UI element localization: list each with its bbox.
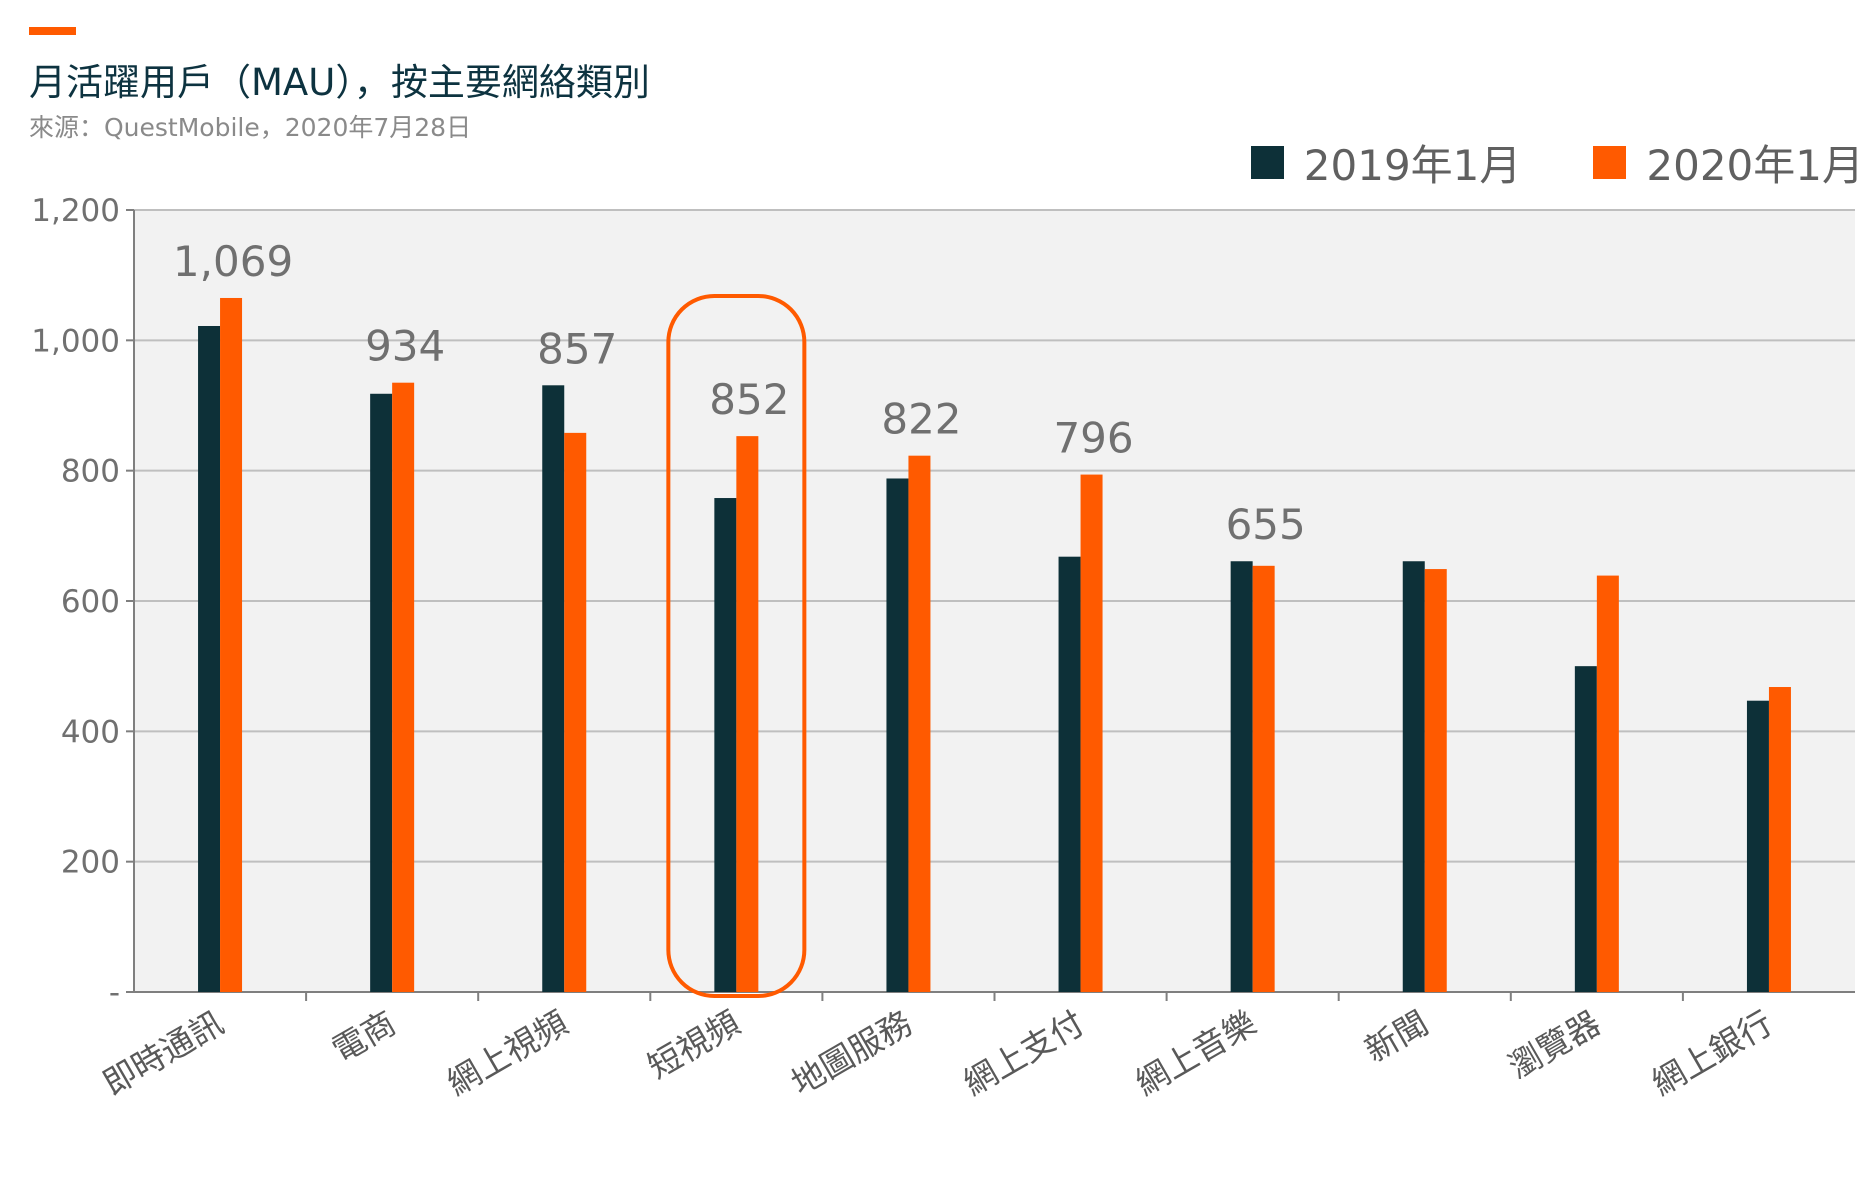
category-label: 即時通訊	[96, 1003, 230, 1103]
data-label: 822	[881, 395, 961, 444]
bar-2019	[542, 385, 565, 992]
bar-2020	[736, 436, 759, 993]
bar-2020	[908, 455, 931, 992]
bar-2019	[1574, 666, 1597, 992]
legend-label-2020: 2020年1月	[1646, 141, 1864, 190]
bar-2020	[1768, 687, 1791, 992]
bar-2020	[392, 382, 415, 993]
bar-2019	[714, 498, 737, 992]
y-tick-label: 600	[61, 584, 120, 620]
bar-2019	[370, 393, 393, 992]
category-label: 網上視頻	[440, 1003, 574, 1103]
data-label: 857	[537, 324, 617, 373]
bar-2020	[1252, 565, 1275, 992]
title-accent-bar	[29, 27, 76, 35]
bar-2019	[886, 478, 909, 992]
category-label: 新聞	[1358, 1003, 1435, 1070]
category-label: 網上銀行	[1645, 1003, 1779, 1103]
y-tick-label: 400	[61, 714, 120, 750]
y-tick-label: 1,000	[31, 323, 120, 359]
chart-source: 來源：QuestMobile，2020年7月28日	[29, 113, 472, 142]
bar-2020	[1596, 575, 1619, 992]
bar-2019	[198, 325, 221, 992]
category-label: 短視頻	[641, 1003, 746, 1086]
y-tick-label: -	[109, 975, 120, 1011]
bar-2020	[564, 432, 587, 992]
legend: 2019年1月 2020年1月	[1250, 132, 1864, 193]
category-label: 地圖服務	[785, 1003, 919, 1103]
y-tick-label: 1,200	[31, 193, 120, 229]
y-tick-label: 200	[61, 845, 120, 881]
chart-title: 月活躍用戶（MAU），按主要網絡類別	[29, 61, 650, 104]
category-label: 網上支付	[957, 1003, 1091, 1103]
legend-item-2020: 2020年1月	[1593, 132, 1864, 193]
bar-2019	[1058, 556, 1081, 992]
legend-swatch-2019	[1250, 146, 1284, 179]
bar-2020	[220, 297, 243, 993]
data-label: 655	[1226, 500, 1306, 549]
data-label: 1,069	[173, 237, 293, 286]
bar-2019	[1230, 561, 1253, 992]
data-label: 934	[365, 322, 445, 371]
category-label: 網上音樂	[1129, 1003, 1263, 1103]
bar-2019	[1402, 561, 1425, 992]
legend-swatch-2020	[1593, 146, 1627, 179]
data-label: 852	[709, 375, 789, 424]
bar-2020	[1424, 569, 1447, 992]
legend-item-2019: 2019年1月	[1250, 132, 1522, 193]
category-label: 電商	[325, 1003, 402, 1070]
bar-2019	[1746, 700, 1769, 992]
data-label: 796	[1053, 414, 1133, 463]
y-tick-label: 800	[61, 454, 120, 490]
bar-2020	[1080, 474, 1103, 992]
category-label: 瀏覽器	[1502, 1003, 1607, 1086]
highlight-outline	[666, 294, 807, 998]
legend-label-2019: 2019年1月	[1303, 141, 1522, 190]
